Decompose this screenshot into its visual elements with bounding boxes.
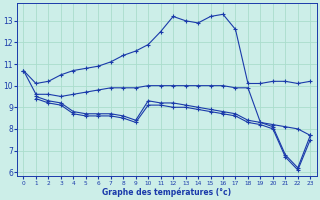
X-axis label: Graphe des températures (°c): Graphe des températures (°c) (102, 187, 231, 197)
